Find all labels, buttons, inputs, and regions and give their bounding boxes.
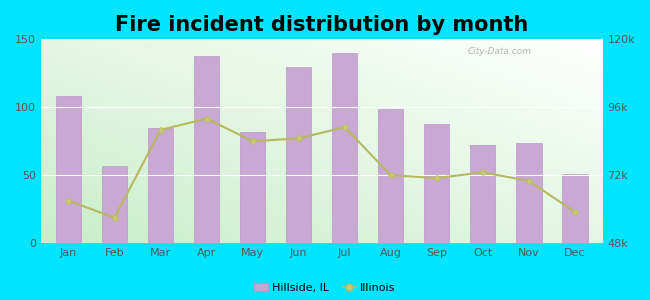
Bar xyxy=(378,109,404,243)
Bar xyxy=(194,56,219,243)
Bar xyxy=(332,53,358,243)
Bar xyxy=(516,142,541,243)
Title: Fire incident distribution by month: Fire incident distribution by month xyxy=(115,15,528,35)
Bar xyxy=(424,124,449,243)
Bar xyxy=(56,96,81,243)
Bar xyxy=(102,166,127,243)
Bar xyxy=(240,132,265,243)
Bar xyxy=(286,67,311,243)
Bar xyxy=(148,128,173,243)
Bar xyxy=(470,145,495,243)
Legend: Hillside, IL, Illinois: Hillside, IL, Illinois xyxy=(250,279,400,297)
Text: City-Data.com: City-Data.com xyxy=(468,47,532,56)
Bar xyxy=(562,174,588,243)
